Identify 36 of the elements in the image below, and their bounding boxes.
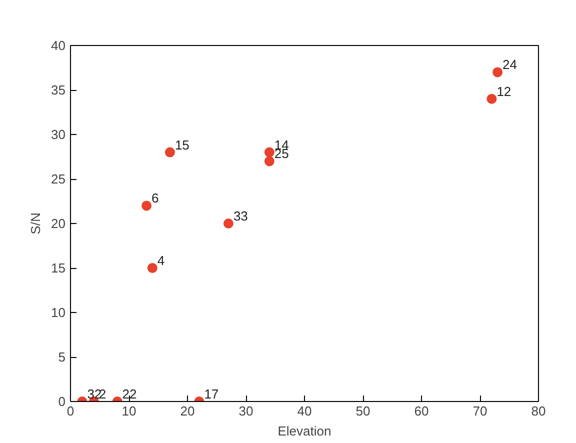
x-tick-label: 70: [472, 404, 488, 418]
x-tick-label: 60: [414, 404, 429, 418]
point: [264, 156, 274, 166]
y-tick-label: 10: [51, 305, 66, 320]
annotation: 12: [496, 84, 512, 99]
annotation: 32: [87, 386, 102, 402]
point: [486, 94, 497, 104]
annotation: 6: [152, 190, 159, 206]
point: [142, 200, 152, 211]
y-tick-label: 15: [51, 260, 66, 276]
y-tick-label: 0: [58, 394, 66, 409]
y-tick-label: 30: [51, 127, 66, 142]
x-tick-label: 80: [531, 404, 546, 418]
annotation: 33: [233, 208, 248, 224]
annotation: 15: [174, 137, 190, 152]
y-tick-label: 5: [58, 350, 66, 364]
point: [223, 218, 234, 228]
x-tick-label: 20: [180, 404, 195, 418]
y-tick-label: 35: [51, 82, 66, 98]
point: [164, 147, 175, 158]
y-tick-label: 40: [51, 38, 66, 53]
x-tick-label: 40: [297, 404, 312, 418]
point: [492, 67, 503, 78]
point: [147, 263, 158, 273]
point: [264, 147, 274, 158]
annotation: 22: [122, 386, 137, 402]
x-axis-title: Elevation: [278, 424, 332, 438]
annotation: 17: [204, 386, 219, 402]
x-tick-label: 50: [356, 404, 370, 418]
annotation: 24: [502, 57, 518, 72]
x-tick-label: 30: [238, 404, 254, 418]
annotation: 4: [157, 253, 165, 268]
y-tick-label: 25: [51, 172, 66, 186]
y-tick-label: 20: [51, 216, 66, 231]
x-tick-label: 10: [122, 404, 136, 418]
y-axis-title: S/N: [28, 212, 44, 234]
